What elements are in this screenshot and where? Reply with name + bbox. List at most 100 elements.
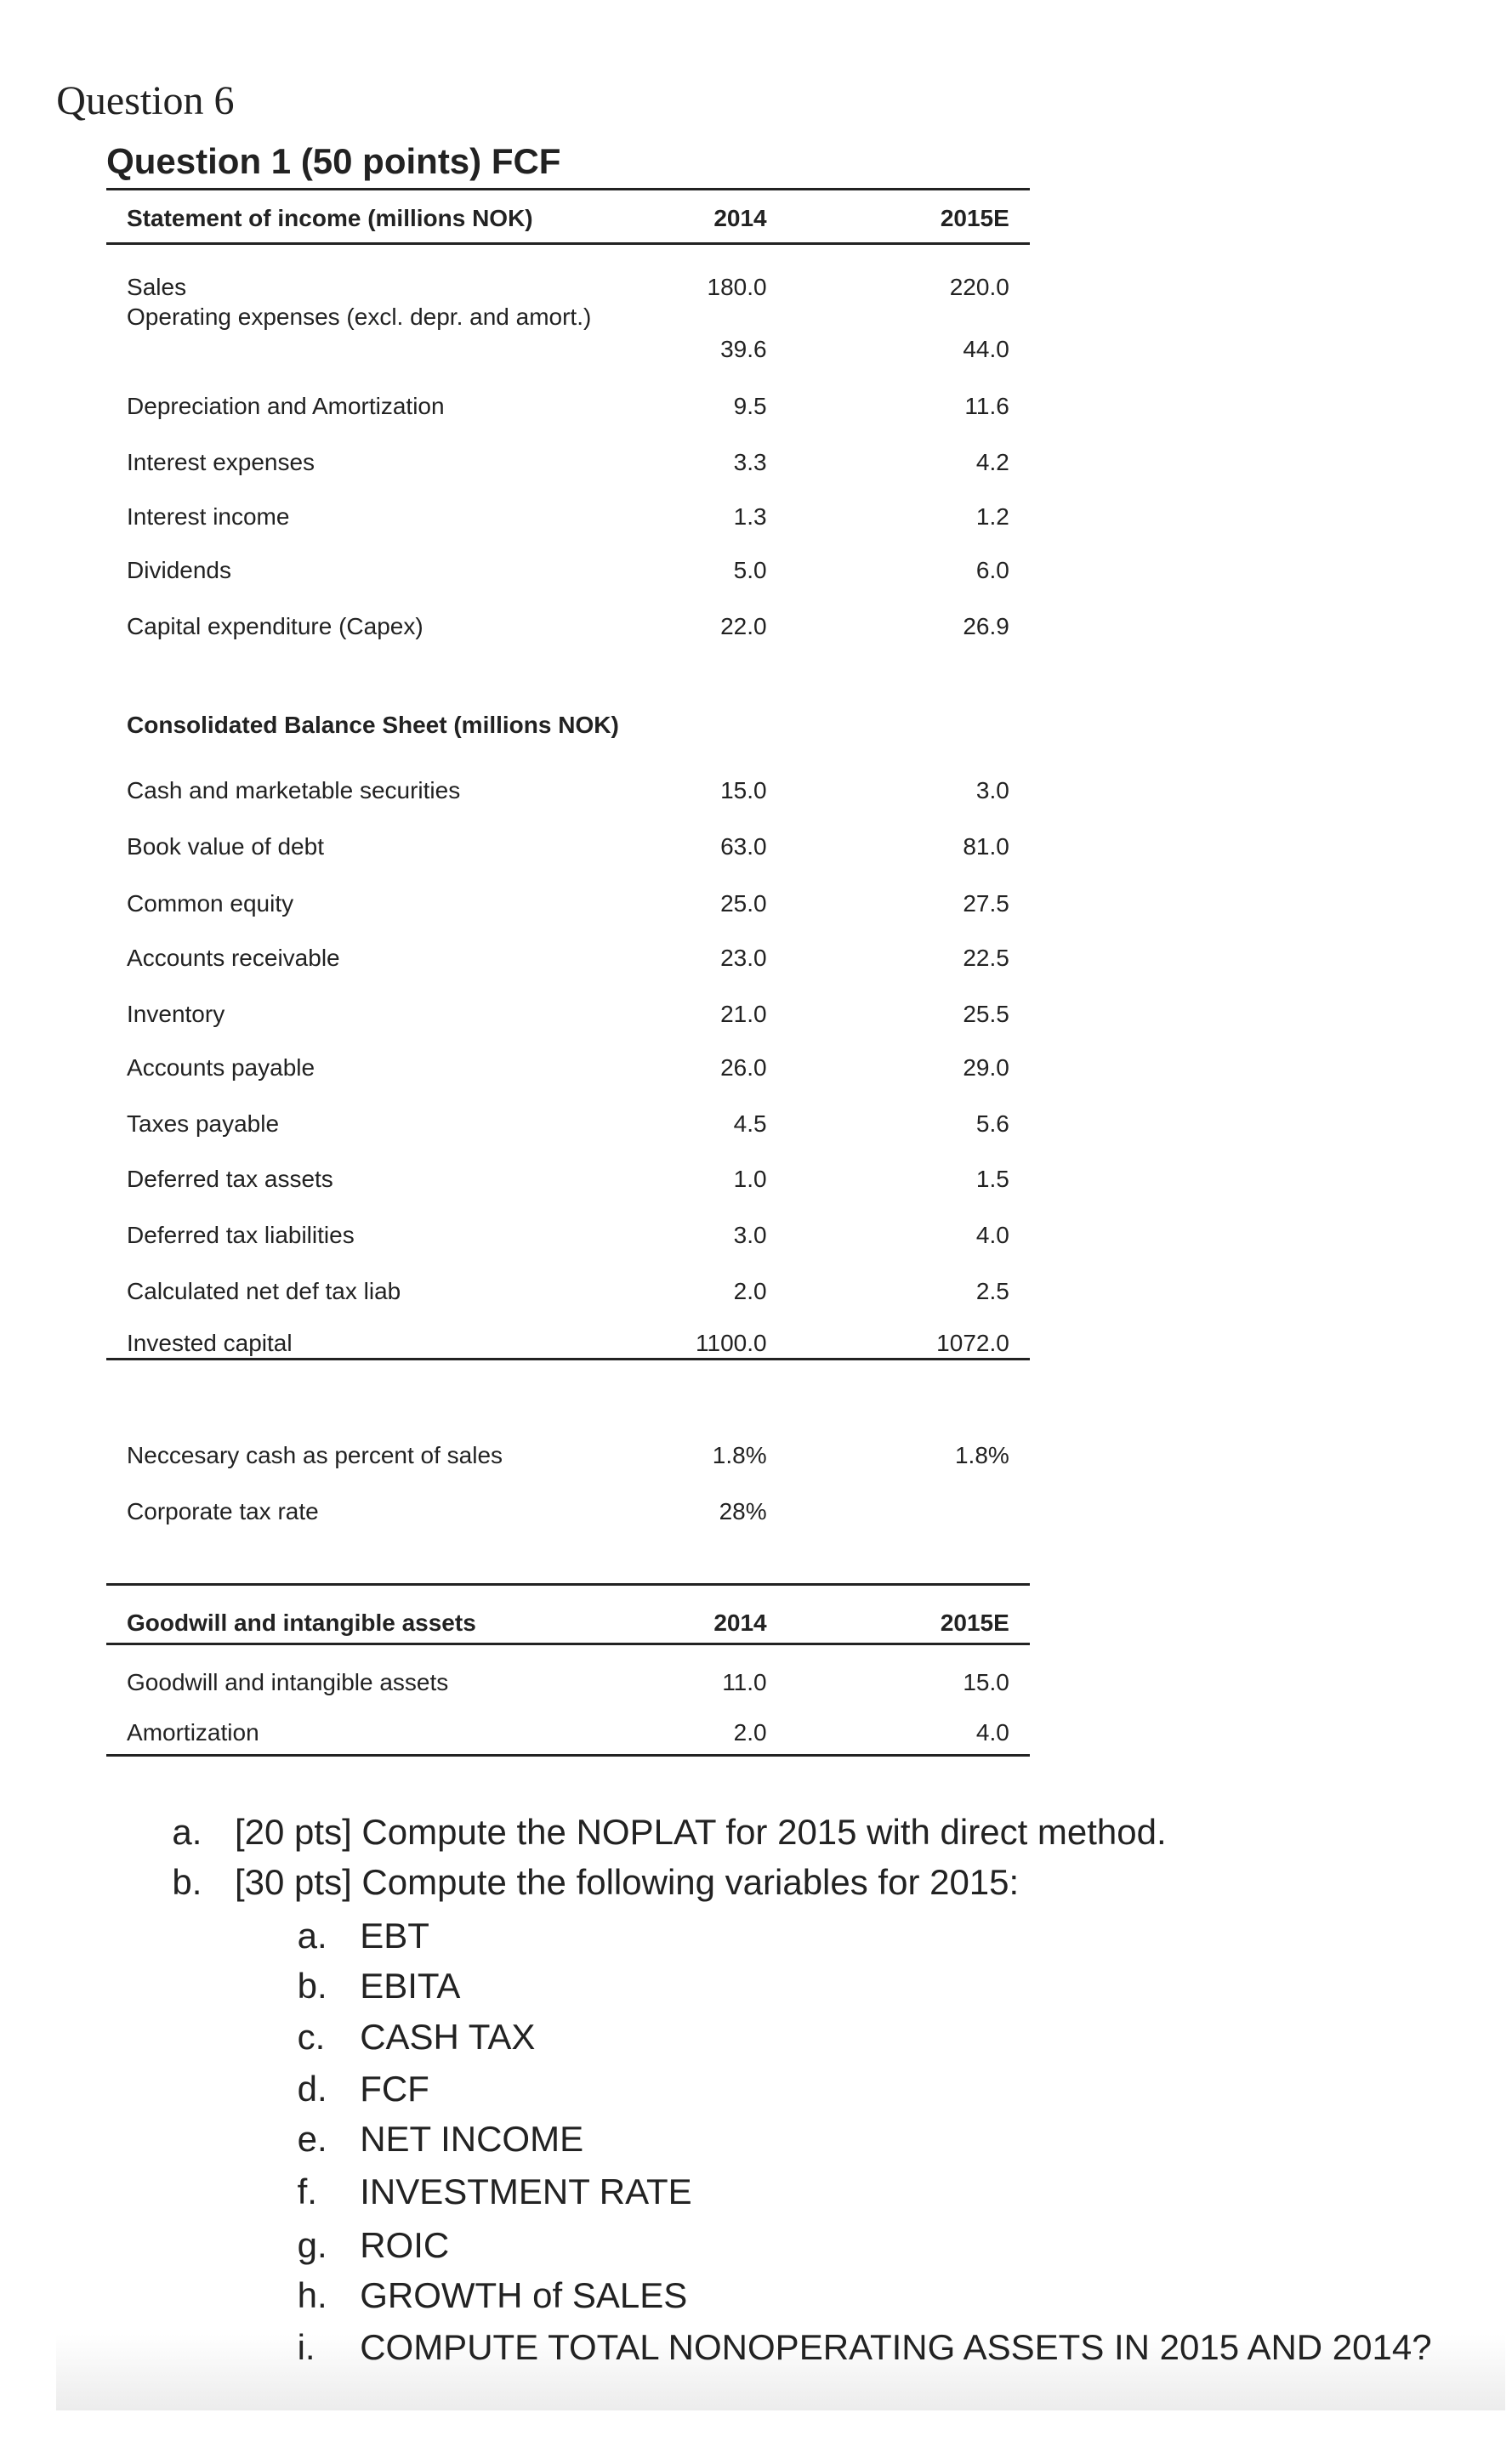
cell-value: 22.0 — [720, 613, 767, 640]
question-marker: b. — [172, 1862, 202, 1903]
cell-value: 44.0 — [963, 336, 1009, 363]
cell-value: 1.8% — [954, 1442, 1009, 1469]
cell-value: 25.5 — [963, 1001, 1009, 1028]
cell-value: 23.0 — [720, 945, 767, 972]
item-text: CASH TAX — [360, 2017, 536, 2058]
table-header: Goodwill and intangible assets — [127, 1610, 476, 1637]
cell-value: 180.0 — [707, 273, 767, 300]
row-label: Deferred tax liabilities — [127, 1221, 355, 1248]
row-label: Depreciation and Amortization — [127, 392, 445, 419]
item-marker: e. — [297, 2118, 327, 2159]
cell-value: 11.6 — [964, 392, 1009, 419]
rule — [106, 1753, 1030, 1757]
table-header: 2015E — [940, 204, 1009, 231]
cell-value: 21.0 — [720, 1001, 767, 1028]
cell-value: 1.8% — [712, 1442, 767, 1469]
cell-value: 4.5 — [733, 1110, 767, 1138]
table-header: 2014 — [713, 1610, 767, 1637]
bottom-shade — [56, 2334, 1505, 2410]
cell-value: 1.2 — [975, 503, 1009, 531]
rule — [106, 1358, 1030, 1361]
cell-value: 4.2 — [975, 448, 1009, 475]
rule — [106, 1583, 1030, 1587]
question-label: Question 6 — [56, 77, 235, 123]
question-text: [20 pts] Compute the NOPLAT for 2015 wit… — [235, 1812, 1167, 1853]
cell-value: 6.0 — [975, 556, 1009, 583]
cell-value: 26.9 — [963, 613, 1009, 640]
row-label: Book value of debt — [127, 833, 324, 860]
section-header: Consolidated Balance Sheet (millions NOK… — [127, 711, 619, 738]
item-marker: d. — [297, 2069, 327, 2109]
row-label: Invested capital — [127, 1329, 293, 1356]
cell-value: 26.0 — [720, 1053, 767, 1081]
question-marker: a. — [172, 1812, 202, 1853]
cell-value: 4.0 — [975, 1221, 1009, 1248]
row-label: Accounts payable — [127, 1053, 315, 1081]
item-text: EBT — [360, 1915, 429, 1956]
cell-value: 81.0 — [963, 833, 1009, 860]
row-label: Dividends — [127, 556, 231, 583]
row-label: Interest income — [127, 503, 290, 531]
cell-value: 3.3 — [733, 448, 767, 475]
row-label: Cash and marketable securities — [127, 777, 461, 804]
cell-value: 1100.0 — [696, 1329, 767, 1356]
item-text: ROIC — [360, 2225, 450, 2266]
rule — [106, 1643, 1030, 1645]
row-label: Goodwill and intangible assets — [127, 1669, 449, 1696]
item-marker: f. — [297, 2172, 317, 2212]
item-text: EBITA — [360, 1965, 461, 2006]
cell-value: 4.0 — [975, 1718, 1009, 1746]
question-text: [30 pts] Compute the following variables… — [235, 1862, 1020, 1903]
cell-value: 27.5 — [963, 889, 1009, 917]
cell-value: 1.5 — [975, 1165, 1009, 1192]
row-label: Calculated net def tax liab — [127, 1278, 401, 1305]
item-text: COMPUTE TOTAL NONOPERATING ASSETS IN 201… — [360, 2326, 1432, 2367]
cell-value: 29.0 — [963, 1053, 1009, 1081]
rule — [106, 187, 1030, 190]
item-marker: h. — [297, 2274, 327, 2315]
item-text: GROWTH of SALES — [360, 2274, 688, 2315]
rule — [106, 242, 1030, 246]
cell-value: 3.0 — [733, 1221, 767, 1248]
row-label: Accounts receivable — [127, 945, 340, 972]
cell-value: 1072.0 — [936, 1329, 1009, 1356]
cell-value: 220.0 — [949, 273, 1009, 300]
cell-value: 15.0 — [720, 777, 767, 804]
row-label: Common equity — [127, 889, 294, 917]
cell-value: 25.0 — [720, 889, 767, 917]
item-text: FCF — [360, 2069, 429, 2109]
row-label: Inventory — [127, 1001, 225, 1028]
cell-value: 15.0 — [963, 1669, 1009, 1696]
item-marker: a. — [297, 1915, 327, 1956]
question-title: Question 1 (50 points) FCF — [106, 141, 561, 182]
cell-value: 2.0 — [733, 1278, 767, 1305]
cell-value: 2.0 — [733, 1718, 767, 1746]
item-marker: c. — [297, 2017, 326, 2058]
cell-value: 22.5 — [963, 945, 1009, 972]
item-text: NET INCOME — [360, 2118, 584, 2159]
cell-value: 5.6 — [975, 1110, 1009, 1138]
table-header: Statement of income (millions NOK) — [127, 204, 533, 231]
row-label: Operating expenses (excl. depr. and amor… — [127, 303, 592, 330]
row-label: Sales — [127, 273, 187, 300]
item-marker: b. — [297, 1965, 327, 2006]
row-label: Capital expenditure (Capex) — [127, 613, 423, 640]
cell-value: 3.0 — [975, 777, 1009, 804]
cell-value: 5.0 — [733, 556, 767, 583]
cell-value: 39.6 — [720, 336, 767, 363]
row-label: Interest expenses — [127, 448, 315, 475]
item-marker: i. — [297, 2326, 315, 2367]
row-label: Neccesary cash as percent of sales — [127, 1442, 503, 1469]
table-header: 2014 — [713, 204, 767, 231]
row-label: Deferred tax assets — [127, 1165, 333, 1192]
cell-value: 1.0 — [733, 1165, 767, 1192]
cell-value: 2.5 — [975, 1278, 1009, 1305]
cell-value: 9.5 — [733, 392, 767, 419]
cell-value: 11.0 — [722, 1669, 767, 1696]
cell-value: 1.3 — [733, 503, 767, 531]
cell-value: 28% — [719, 1498, 767, 1525]
table-header: 2015E — [940, 1610, 1009, 1637]
item-text: INVESTMENT RATE — [360, 2172, 692, 2212]
item-marker: g. — [297, 2225, 327, 2266]
